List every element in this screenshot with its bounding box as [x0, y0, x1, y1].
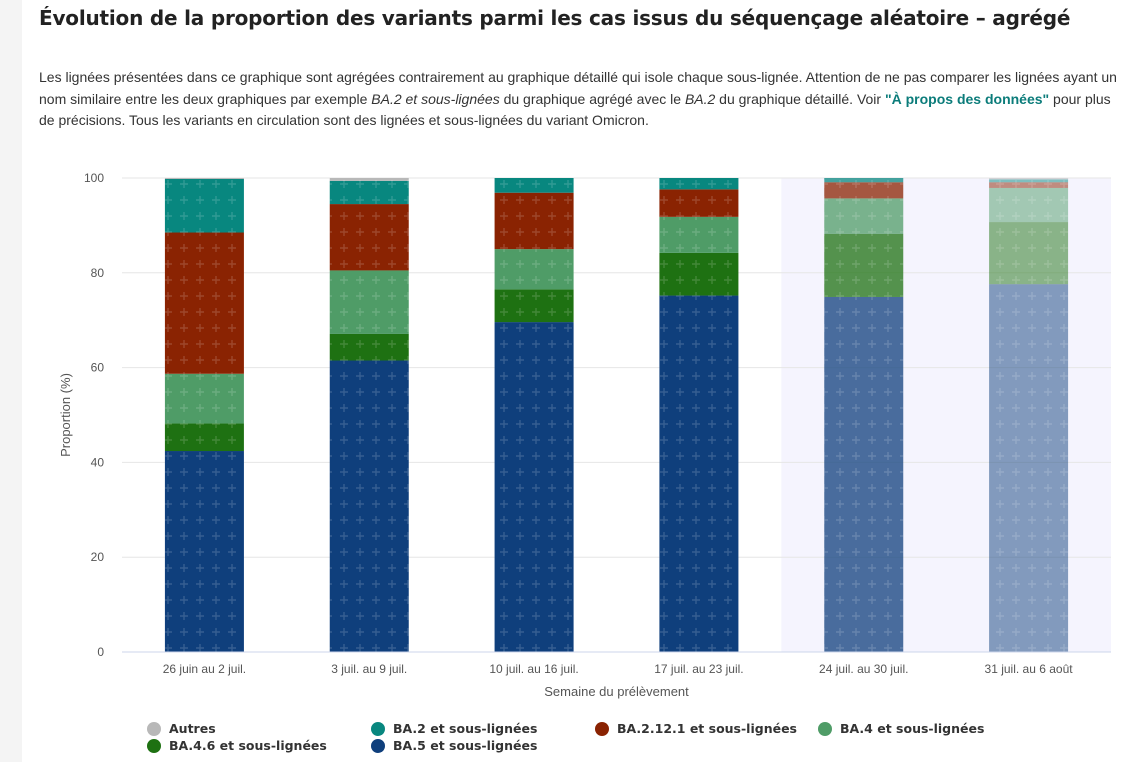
x-tick-label: 3 juil. au 9 juil.	[331, 662, 407, 676]
bar-segment-texture	[659, 178, 739, 190]
bar-segment-texture	[659, 252, 739, 296]
bar-segment-texture	[659, 189, 739, 217]
bar-segment-texture	[494, 249, 574, 290]
legend-label: BA.4 et sous-lignées	[840, 721, 985, 736]
legend-item[interactable]: BA.4.6 et sous-lignées	[147, 738, 327, 753]
bar-segment-texture	[989, 179, 1069, 183]
y-tick-label: 0	[97, 645, 104, 659]
bar-segment-texture	[164, 423, 244, 452]
legend-item[interactable]: BA.4 et sous-lignées	[818, 721, 984, 736]
legend-item[interactable]: Autres	[147, 721, 216, 736]
bar-segment-texture	[329, 360, 409, 652]
bar-segment-texture	[824, 296, 904, 652]
bar-segment-texture	[659, 216, 739, 253]
legend-item[interactable]: BA.2.12.1 et sous-lignées	[595, 721, 797, 736]
x-tick-label: 26 juin au 2 juil.	[163, 662, 246, 676]
bar-segment-texture	[989, 178, 1069, 180]
y-axis-title: Proportion (%)	[58, 373, 73, 457]
left-sidebar-strip	[0, 0, 22, 762]
y-tick-label: 60	[91, 361, 105, 375]
bar-segment-texture	[329, 270, 409, 334]
legend-marker	[595, 721, 609, 736]
x-tick-label: 31 juil. au 6 août	[985, 662, 1074, 676]
y-tick-label: 100	[84, 171, 104, 185]
bar-segment-texture	[494, 178, 574, 193]
x-tick-label: 10 juil. au 16 juil.	[489, 662, 578, 676]
legend-marker	[371, 738, 385, 753]
bar-segment-texture	[164, 373, 244, 424]
bar-segment-texture	[164, 451, 244, 652]
x-axis-title: Semaine du prélèvement	[544, 684, 689, 699]
bar-segment-texture	[329, 178, 409, 181]
bar-segment-texture	[164, 232, 244, 374]
legend-label: Autres	[169, 721, 216, 736]
intro-emphasis-2: BA.2	[684, 90, 716, 107]
bar-segment-texture	[989, 284, 1069, 652]
legend-item[interactable]: BA.2 et sous-lignées	[371, 721, 537, 736]
x-tick-label: 17 juil. au 23 juil.	[654, 662, 743, 676]
intro-paragraph: Les lignées présentées dans ce graphique…	[39, 67, 1127, 132]
bar-segment-texture	[659, 295, 739, 652]
bar-segment-texture	[329, 204, 409, 271]
legend-label: BA.5 et sous-lignées	[393, 738, 538, 753]
bar-segment-texture	[989, 222, 1069, 285]
intro-text-2: du graphique agrégé avec le	[499, 90, 685, 107]
bar-segment-texture	[164, 178, 244, 233]
intro-text-3: du graphique détaillé. Voir	[715, 90, 885, 107]
chart-legend: Autres BA.2 et sous-lignées BA.2.12.1 et s…	[147, 721, 1047, 761]
about-data-link[interactable]: "À propos des données"	[884, 90, 1050, 107]
y-tick-label: 40	[91, 455, 105, 469]
bar-segment-texture	[164, 178, 244, 179]
bar-segment-texture	[824, 178, 904, 183]
intro-emphasis-1: BA.2 et sous-lignées	[371, 90, 500, 107]
bar-segment-texture	[329, 180, 409, 205]
intro-text-1: Les lignées présentées dans ce graphique…	[39, 69, 1117, 107]
x-tick-label: 24 juil. au 30 juil.	[819, 662, 908, 676]
legend-marker	[147, 738, 161, 753]
intro-text-4: pour plus de précisions. Tous les varian…	[39, 90, 1111, 129]
stacked-bar-chart: 0 20 40 60 80 100 26 juin au 2 juil. 3 juil. au…	[58, 171, 1111, 699]
legend-label: BA.2 et sous-lignées	[393, 721, 538, 736]
bar-segment-texture	[329, 333, 409, 361]
legend-item[interactable]: BA.5 et sous-lignées	[371, 738, 537, 753]
legend-marker	[371, 721, 385, 736]
bar-segment-texture	[494, 289, 574, 323]
legend-marker	[147, 721, 161, 736]
bar-segment-texture	[494, 192, 574, 250]
y-tick-label: 80	[91, 266, 105, 280]
legend-label: BA.4.6 et sous-lignées	[169, 738, 327, 753]
y-tick-label: 20	[91, 550, 105, 564]
bar-segment-texture	[494, 322, 574, 652]
bar-segment-texture	[824, 198, 904, 234]
legend-label: BA.2.12.1 et sous-lignées	[617, 721, 797, 736]
bar-segment-texture	[824, 182, 904, 199]
bar-segment-texture	[824, 233, 904, 297]
bar-segment-texture	[989, 187, 1069, 223]
bar-segment-texture	[989, 182, 1069, 188]
page-title: Évolution de la proportion des variants …	[39, 6, 1071, 30]
legend-marker	[818, 721, 832, 736]
